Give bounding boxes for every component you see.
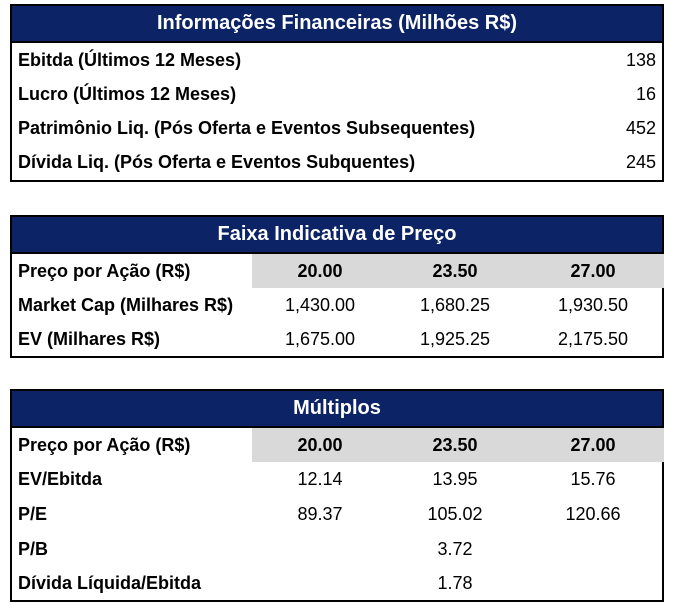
row-label: Dívida Liq. (Pós Oferta e Eventos Subque… <box>18 152 416 172</box>
table-row: EV (Milhares R$) 1,675.00 1,925.25 2,175… <box>12 322 662 356</box>
price-row: Preço por Ação (R$) 20.00 23.50 27.00 <box>12 428 664 462</box>
row-label: P/E <box>18 504 48 524</box>
cell-value: 1,930.50 <box>557 295 629 315</box>
multiples-title: Múltiplos <box>12 391 662 428</box>
row-label: Market Cap (Milhares R$) <box>18 295 234 315</box>
cell-value: 105.02 <box>427 504 483 524</box>
cell-value: 1,925.25 <box>419 329 491 349</box>
row-label: P/B <box>18 539 49 559</box>
multiples-table: Múltiplos Preço por Ação (R$) 20.00 23.5… <box>10 389 664 602</box>
cell-value: 3.72 <box>437 539 473 559</box>
table-row: Ebitda (Últimos 12 Meses) 138 <box>12 43 662 77</box>
cell-value: 120.66 <box>565 504 621 524</box>
table-row: P/B 3.72 <box>12 532 662 567</box>
row-label: Preço por Ação (R$) <box>18 435 191 455</box>
row-label: Patrimônio Liq. (Pós Oferta e Eventos Su… <box>18 118 476 138</box>
row-label: Ebitda (Últimos 12 Meses) <box>18 50 242 70</box>
table-row: P/E 89.37 105.02 120.66 <box>12 497 662 532</box>
cell-value: 1,430.00 <box>284 295 356 315</box>
price-value: 23.50 <box>432 261 478 281</box>
price-row-shading <box>252 254 664 288</box>
price-value: 23.50 <box>432 435 478 455</box>
financial-info-title: Informações Financeiras (Milhões R$) <box>12 6 662 43</box>
row-label: EV (Milhares R$) <box>18 329 161 349</box>
row-label: EV/Ebitda <box>18 469 103 489</box>
cell-value: 2,175.50 <box>557 329 629 349</box>
price-value: 20.00 <box>297 435 343 455</box>
table-row: Patrimônio Liq. (Pós Oferta e Eventos Su… <box>12 111 662 145</box>
row-value: 452 <box>625 118 656 138</box>
table-row: EV/Ebitda 12.14 13.95 15.76 <box>12 462 662 497</box>
cell-value: 1.78 <box>437 573 473 593</box>
cell-value: 12.14 <box>297 469 343 489</box>
cell-value: 13.95 <box>432 469 478 489</box>
table-row: Dívida Liq. (Pós Oferta e Eventos Subque… <box>12 145 662 180</box>
row-label: Preço por Ação (R$) <box>18 261 191 281</box>
price-range-table: Faixa Indicativa de Preço Preço por Ação… <box>10 215 664 358</box>
table-row: Lucro (Últimos 12 Meses) 16 <box>12 77 662 111</box>
price-row-shading <box>252 428 664 462</box>
row-value: 138 <box>625 50 656 70</box>
price-value: 27.00 <box>570 261 616 281</box>
table-row: Market Cap (Milhares R$) 1,430.00 1,680.… <box>12 288 662 322</box>
row-value: 245 <box>625 152 656 172</box>
row-label: Dívida Líquida/Ebitda <box>18 573 202 593</box>
price-value: 27.00 <box>570 435 616 455</box>
price-value: 20.00 <box>297 261 343 281</box>
row-label: Lucro (Últimos 12 Meses) <box>18 84 237 104</box>
price-range-title: Faixa Indicativa de Preço <box>12 217 662 254</box>
price-row: Preço por Ação (R$) 20.00 23.50 27.00 <box>12 254 664 288</box>
cell-value: 1,680.25 <box>419 295 491 315</box>
financial-info-table: Informações Financeiras (Milhões R$) Ebi… <box>10 4 664 182</box>
cell-value: 15.76 <box>570 469 616 489</box>
row-value: 16 <box>635 84 656 104</box>
cell-value: 1,675.00 <box>284 329 356 349</box>
table-row: Dívida Líquida/Ebitda 1.78 <box>12 567 662 600</box>
cell-value: 89.37 <box>297 504 343 524</box>
